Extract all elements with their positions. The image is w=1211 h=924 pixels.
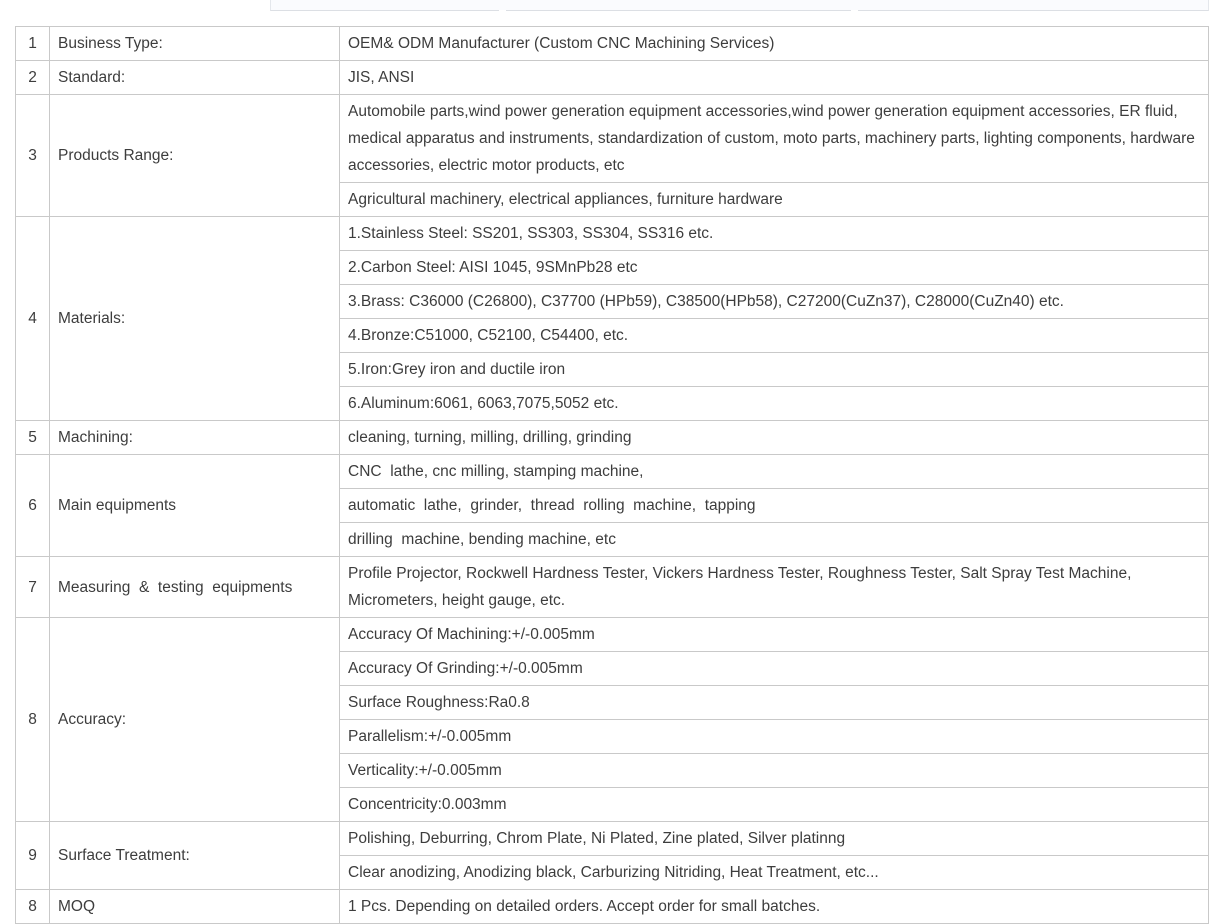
table-row: 9 Surface Treatment: Polishing, Deburring,… xyxy=(15,821,1209,890)
row-number: 1 xyxy=(15,26,50,61)
row-label: Accuracy: xyxy=(49,617,340,822)
row-value: Surface Roughness:Ra0.8 xyxy=(339,685,1209,720)
table-row: 8 Accuracy: Accuracy Of Machining:+/-0.005… xyxy=(15,617,1209,822)
row-number: 2 xyxy=(15,60,50,95)
row-label: Business Type: xyxy=(49,26,340,61)
table-row: 4 Materials: 1.Stainless Steel: SS201, SS3… xyxy=(15,216,1209,421)
table-row: 2 Standard: JIS, ANSI xyxy=(15,60,1209,95)
row-number: 8 xyxy=(15,889,50,924)
row-value: 6.Aluminum:6061, 6063,7075,5052 etc. xyxy=(339,386,1209,421)
table-row: Clear anodizing, Anodizing black, Carbur… xyxy=(16,855,1209,890)
table-row: 7 Measuring & testing equipments Profile P… xyxy=(15,556,1209,618)
table-row: 1 Business Type: OEM& ODM Manufacturer (Cu… xyxy=(15,26,1209,61)
row-number: 6 xyxy=(15,454,50,557)
table-row: 3 Products Range: Automobile parts,wind po… xyxy=(15,94,1209,217)
table-row: Verticality:+/-0.005mm xyxy=(16,753,1209,788)
table-row: 2.Carbon Steel: AISI 1045, 9SMnPb28 etc xyxy=(16,250,1209,285)
table-row: 8 MOQ 1 Pcs. Depending on detailed orders.… xyxy=(15,889,1209,924)
row-value: 1.Stainless Steel: SS201, SS303, SS304, … xyxy=(339,216,1209,251)
row-value: 5.Iron:Grey iron and ductile iron xyxy=(339,352,1209,387)
table-row: 3.Brass: C36000 (C26800), C37700 (HPb59)… xyxy=(16,284,1209,319)
row-value: 1 Pcs. Depending on detailed orders. Acc… xyxy=(339,889,1209,924)
row-value: OEM& ODM Manufacturer (Custom CNC Machin… xyxy=(339,26,1209,61)
table-row: Agricultural machinery, electrical appli… xyxy=(16,182,1209,217)
row-number: 4 xyxy=(15,216,50,421)
row-value: Polishing, Deburring, Chrom Plate, Ni Pl… xyxy=(339,821,1209,856)
row-label: Surface Treatment: xyxy=(49,821,340,890)
row-value: Concentricity:0.003mm xyxy=(339,787,1209,822)
row-value: Profile Projector, Rockwell Hardness Tes… xyxy=(339,556,1209,618)
row-label: MOQ xyxy=(49,889,340,924)
table-row: automatic lathe, grinder, thread rolling… xyxy=(16,488,1209,523)
top-partial-table-edge xyxy=(270,0,1209,11)
row-value: Clear anodizing, Anodizing black, Carbur… xyxy=(339,855,1209,890)
row-value: CNC lathe, cnc milling, stamping machine… xyxy=(339,454,1209,489)
row-value: 2.Carbon Steel: AISI 1045, 9SMnPb28 etc xyxy=(339,250,1209,285)
row-label: Standard: xyxy=(49,60,340,95)
border-gap xyxy=(499,10,506,11)
table-row: Surface Roughness:Ra0.8 xyxy=(16,685,1209,720)
row-value: JIS, ANSI xyxy=(339,60,1209,95)
row-value: 4.Bronze:C51000, C52100, C54400, etc. xyxy=(339,318,1209,353)
spec-table-body: 1 Business Type: OEM& ODM Manufacturer (Cu… xyxy=(15,26,1209,924)
spec-table: 1 Business Type: OEM& ODM Manufacturer (Cu… xyxy=(15,26,1209,924)
row-number: 8 xyxy=(15,617,50,822)
row-value: drilling machine, bending machine, etc xyxy=(339,522,1209,557)
row-value: Accuracy Of Grinding:+/-0.005mm xyxy=(339,651,1209,686)
row-value: 3.Brass: C36000 (C26800), C37700 (HPb59)… xyxy=(339,284,1209,319)
row-value: Agricultural machinery, electrical appli… xyxy=(339,182,1209,217)
row-value: Automobile parts,wind power generation e… xyxy=(339,94,1209,183)
row-label: Products Range: xyxy=(49,94,340,217)
row-number: 9 xyxy=(15,821,50,890)
table-row: Accuracy Of Grinding:+/-0.005mm xyxy=(16,651,1209,686)
row-value: Parallelism:+/-0.005mm xyxy=(339,719,1209,754)
row-number: 5 xyxy=(15,420,50,455)
row-label: Main equipments xyxy=(49,454,340,557)
row-label: Machining: xyxy=(49,420,340,455)
table-row: 4.Bronze:C51000, C52100, C54400, etc. xyxy=(16,318,1209,353)
row-number: 7 xyxy=(15,556,50,618)
table-row: 5 Machining: cleaning, turning, milling, d… xyxy=(15,420,1209,455)
row-value: automatic lathe, grinder, thread rolling… xyxy=(339,488,1209,523)
row-value: Verticality:+/-0.005mm xyxy=(339,753,1209,788)
border-gap xyxy=(851,10,858,11)
table-row: 6 Main equipments CNC lathe, cnc milling, … xyxy=(15,454,1209,557)
row-label: Measuring & testing equipments xyxy=(49,556,340,618)
table-row: Concentricity:0.003mm xyxy=(16,787,1209,822)
row-value: cleaning, turning, milling, drilling, gr… xyxy=(339,420,1209,455)
product-spec-section: 1 Business Type: OEM& ODM Manufacturer (Cu… xyxy=(15,26,1209,924)
row-number: 3 xyxy=(15,94,50,217)
row-label: Materials: xyxy=(49,216,340,421)
row-value: Accuracy Of Machining:+/-0.005mm xyxy=(339,617,1209,652)
table-row: Parallelism:+/-0.005mm xyxy=(16,719,1209,754)
